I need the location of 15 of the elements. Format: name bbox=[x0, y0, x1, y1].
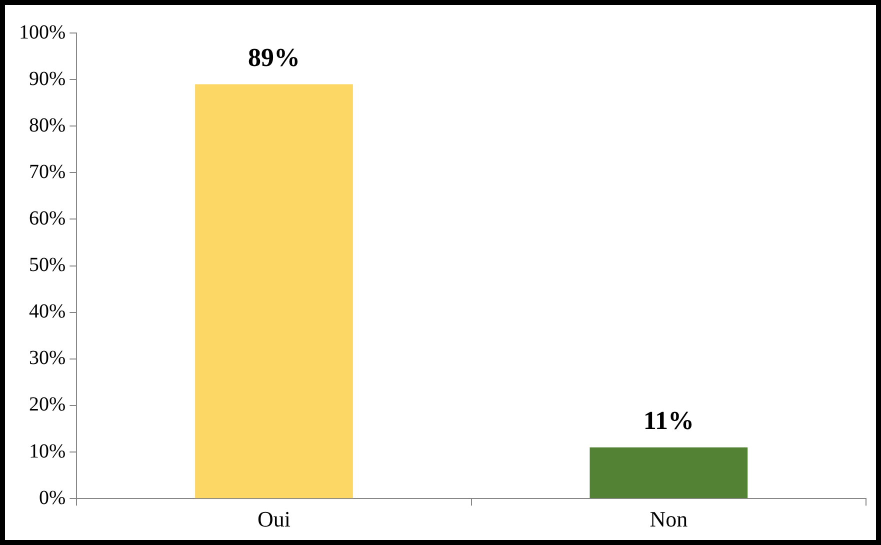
y-tick-label: 50% bbox=[28, 254, 66, 276]
x-tick-label: Oui bbox=[257, 506, 290, 532]
y-tick-label: 90% bbox=[28, 68, 66, 90]
x-tick-label: Non bbox=[650, 506, 688, 532]
y-tick-label: 20% bbox=[28, 394, 66, 416]
y-tick-label: 10% bbox=[28, 440, 66, 462]
data-label: 89% bbox=[248, 42, 300, 72]
y-tick-label: 40% bbox=[28, 300, 66, 323]
y-tick-label: 100% bbox=[18, 21, 66, 44]
data-label: 11% bbox=[643, 406, 694, 436]
y-tick-label: 60% bbox=[28, 207, 66, 230]
y-tick-label: 0% bbox=[38, 486, 66, 509]
y-tick-label: 70% bbox=[28, 160, 66, 183]
y-tick-label: 30% bbox=[28, 347, 66, 370]
y-tick-label: 80% bbox=[28, 114, 66, 136]
